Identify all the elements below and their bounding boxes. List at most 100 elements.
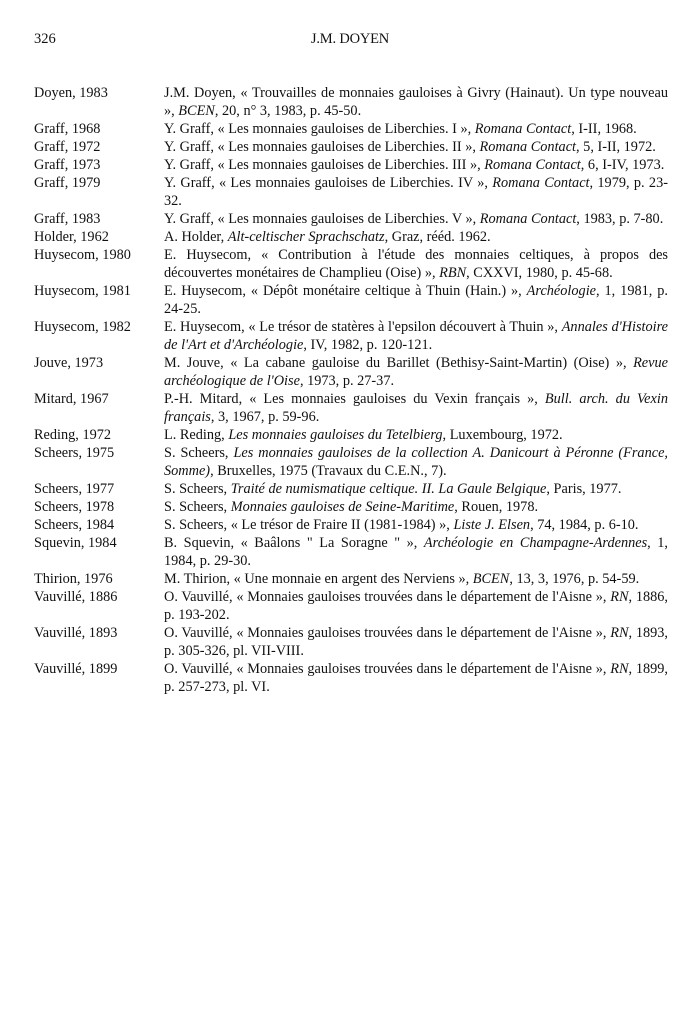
reference-text: Y. Graff, « Les monnaies gauloises de Li… — [164, 157, 485, 173]
entry-reference: M. Jouve, « La cabane gauloise du Barill… — [164, 354, 668, 390]
bibliography-list: Doyen, 1983 J.M. Doyen, « Trouvailles de … — [34, 84, 668, 696]
entry-key: Vauvillé, 1899 — [34, 661, 118, 677]
entry-key: Squevin, 1984 — [34, 535, 117, 551]
reference-title-italic: RN — [610, 625, 629, 641]
reference-text: S. Scheers, — [164, 499, 231, 515]
reference-text: , Graz, rééd. 1962. — [384, 229, 491, 245]
entry-key: Huysecom, 1980 — [34, 247, 131, 263]
reference-text: , Luxembourg, 1972. — [442, 427, 563, 443]
entry-reference: M. Thirion, « Une monnaie en argent des … — [164, 570, 668, 588]
bibliography-entry: Graff, 1968 Y. Graff, « Les monnaies gaul… — [34, 120, 668, 138]
bibliography-entry: Graff, 1979 Y. Graff, « Les monnaies gaul… — [34, 174, 668, 210]
reference-title-italic: Bull. arch. du Vexin français — [164, 391, 668, 425]
entry-reference: Y. Graff, « Les monnaies gauloises de Li… — [164, 120, 668, 138]
reference-title-italic: Archéologie — [526, 283, 597, 299]
reference-text: , 6, I-IV, 1973. — [580, 157, 665, 173]
reference-text: S. Scheers, — [164, 445, 234, 461]
reference-text: , 74, 1984, p. 6-10. — [530, 517, 639, 533]
reference-title-italic: Les monnaies gauloises de la collection … — [164, 445, 668, 479]
reference-title-italic: Alt-celtischer Sprachschatz — [227, 229, 385, 245]
reference-text: , 3, 1967, p. 59-96. — [210, 409, 320, 425]
reference-title-italic: Liste J. Elsen — [453, 517, 531, 533]
entry-key: Graff, 1979 — [34, 175, 101, 191]
reference-title-italic: RBN — [439, 265, 467, 281]
entry-reference: J.M. Doyen, « Trouvailles de monnaies ga… — [164, 84, 668, 120]
reference-title-italic: Romana Contact — [492, 175, 590, 191]
entry-reference: L. Reding, Les monnaies gauloises du Tet… — [164, 426, 668, 444]
reference-text: O. Vauvillé, « Monnaies gauloises trouvé… — [164, 589, 611, 605]
bibliography-entry: Graff, 1983 Y. Graff, « Les monnaies gaul… — [34, 210, 668, 228]
reference-text: E. Huysecom, « Le trésor de statères à l… — [164, 319, 562, 335]
entry-key: Graff, 1968 — [34, 121, 101, 137]
entry-reference: Y. Graff, « Les monnaies gauloises de Li… — [164, 156, 668, 174]
entry-reference: Y. Graff, « Les monnaies gauloises de Li… — [164, 174, 668, 210]
reference-text: , Bruxelles, 1975 (Travaux du C.E.N., 7)… — [210, 463, 447, 479]
reference-text: Y. Graff, « Les monnaies gauloises de Li… — [164, 121, 475, 137]
reference-text: E. Huysecom, « Contribution à l'étude de… — [164, 247, 668, 281]
page-number: 326 — [34, 31, 56, 47]
reference-title-italic: Monnaies gauloises de Seine-Maritime — [230, 499, 455, 515]
reference-text: Y. Graff, « Les monnaies gauloises de Li… — [164, 175, 493, 191]
entry-reference: S. Scheers, Les monnaies gauloises de la… — [164, 444, 668, 480]
reference-text: , Paris, 1977. — [546, 481, 622, 497]
reference-text: , 20, n° 3, 1983, p. 45-50. — [214, 103, 362, 119]
entry-reference: Y. Graff, « Les monnaies gauloises de Li… — [164, 138, 668, 156]
reference-text: , 1893, p. 305-326, pl. VII-VIII. — [164, 625, 668, 659]
reference-title-italic: Revue archéologique de l'Oise — [164, 355, 668, 389]
entry-reference: E. Huysecom, « Contribution à l'étude de… — [164, 246, 668, 282]
reference-title-italic: RN — [610, 589, 629, 605]
entry-key: Scheers, 1975 — [34, 445, 115, 461]
bibliography-entry: Huysecom, 1981 E. Huysecom, « Dépôt monét… — [34, 282, 668, 318]
reference-text: Y. Graff, « Les monnaies gauloises de Li… — [164, 211, 480, 227]
reference-text: , 1886, p. 193-202. — [164, 589, 668, 623]
bibliography-entry: Vauvillé, 1899 O. Vauvillé, « Monnaies ga… — [34, 660, 668, 696]
reference-text: L. Reding, — [164, 427, 229, 443]
reference-text: B. Squevin, « Baâlons " La Soragne " », — [164, 535, 424, 551]
reference-text: , 1979, p. 23-32. — [164, 175, 668, 209]
reference-text: , 1983, p. 7-80. — [576, 211, 664, 227]
entry-key: Jouve, 1973 — [34, 355, 104, 371]
bibliography-entry: Holder, 1962 A. Holder, Alt-celtischer Sp… — [34, 228, 668, 246]
bibliography-entry: Scheers, 1977 S. Scheers, Traité de numis… — [34, 480, 668, 498]
bibliography-entry: Jouve, 1973 M. Jouve, « La cabane gaulois… — [34, 354, 668, 390]
entry-key: Holder, 1962 — [34, 229, 109, 245]
entry-key: Scheers, 1977 — [34, 481, 115, 497]
entry-key: Graff, 1983 — [34, 211, 101, 227]
reference-text: O. Vauvillé, « Monnaies gauloises trouvé… — [164, 625, 611, 641]
entry-reference: E. Huysecom, « Dépôt monétaire celtique … — [164, 282, 668, 318]
reference-text: , I-II, 1968. — [571, 121, 637, 137]
reference-title-italic: Romana Contact — [484, 157, 581, 173]
entry-reference: S. Scheers, Traité de numismatique celti… — [164, 480, 668, 498]
reference-text: P.-H. Mitard, « Les monnaies gauloises d… — [164, 391, 545, 407]
entry-reference: S. Scheers, « Le trésor de Fraire II (19… — [164, 516, 668, 534]
reference-text: , CXXVI, 1980, p. 45-68. — [466, 265, 613, 281]
reference-title-italic: BCEN — [178, 103, 215, 119]
reference-text: A. Holder, — [164, 229, 228, 245]
entry-reference: A. Holder, Alt-celtischer Sprachschatz, … — [164, 228, 668, 246]
reference-text: , 1899, p. 257-273, pl. VI. — [164, 661, 668, 695]
bibliography-entry: Scheers, 1975 S. Scheers, Les monnaies ga… — [34, 444, 668, 480]
reference-title-italic: Les monnaies gauloises du Tetelbierg — [228, 427, 443, 443]
bibliography-entry: Mitard, 1967 P.-H. Mitard, « Les monnaies… — [34, 390, 668, 426]
entry-reference: Y. Graff, « Les monnaies gauloises de Li… — [164, 210, 668, 228]
entry-key: Graff, 1972 — [34, 139, 101, 155]
entry-reference: E. Huysecom, « Le trésor de statères à l… — [164, 318, 668, 354]
bibliography-entry: Scheers, 1984 S. Scheers, « Le trésor de … — [34, 516, 668, 534]
reference-title-italic: Traité de numismatique celtique. II. La … — [230, 481, 547, 497]
entry-key: Mitard, 1967 — [34, 391, 109, 407]
reference-text: , 1973, p. 27-37. — [299, 373, 395, 389]
entry-key: Reding, 1972 — [34, 427, 112, 443]
reference-text: , Rouen, 1978. — [454, 499, 539, 515]
reference-text: M. Thirion, « Une monnaie en argent des … — [164, 571, 473, 587]
reference-text: , IV, 1982, p. 120-121. — [303, 337, 433, 353]
reference-text: S. Scheers, « Le trésor de Fraire II (19… — [164, 517, 454, 533]
entry-key: Huysecom, 1982 — [34, 319, 131, 335]
reference-text: M. Jouve, « La cabane gauloise du Barill… — [164, 355, 634, 371]
entry-key: Scheers, 1978 — [34, 499, 115, 515]
reference-title-italic: Annales d'Histoire de l'Art et d'Archéol… — [164, 319, 668, 353]
entry-reference: O. Vauvillé, « Monnaies gauloises trouvé… — [164, 624, 668, 660]
bibliography-entry: Graff, 1973 Y. Graff, « Les monnaies gaul… — [34, 156, 668, 174]
bibliography-entry: Graff, 1972 Y. Graff, « Les monnaies gaul… — [34, 138, 668, 156]
entry-key: Huysecom, 1981 — [34, 283, 131, 299]
reference-text: Y. Graff, « Les monnaies gauloises de Li… — [164, 139, 480, 155]
